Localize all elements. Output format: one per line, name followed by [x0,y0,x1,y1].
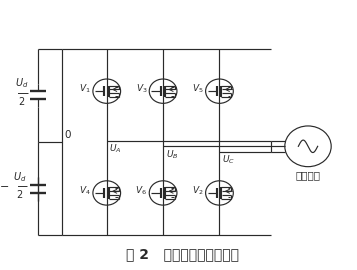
Text: $U_d$: $U_d$ [15,76,28,90]
Text: 0: 0 [64,130,71,140]
Text: $-$: $-$ [0,180,9,190]
Text: $V_2$: $V_2$ [192,184,204,197]
Text: $V_5$: $V_5$ [192,83,204,95]
Text: $U_B$: $U_B$ [166,148,178,160]
Text: $U_d$: $U_d$ [13,170,26,184]
Text: 三相电机: 三相电机 [296,170,321,180]
Text: $U_C$: $U_C$ [222,154,235,166]
Text: $V_6$: $V_6$ [135,184,147,197]
Text: $2$: $2$ [16,188,23,200]
Text: $U_A$: $U_A$ [109,142,122,155]
Text: $V_4$: $V_4$ [79,184,91,197]
Text: $V_3$: $V_3$ [136,83,147,95]
Text: $V_1$: $V_1$ [79,83,91,95]
Text: $2$: $2$ [18,94,25,107]
Text: 图 2   三相电压源型逆变器: 图 2 三相电压源型逆变器 [126,248,239,262]
